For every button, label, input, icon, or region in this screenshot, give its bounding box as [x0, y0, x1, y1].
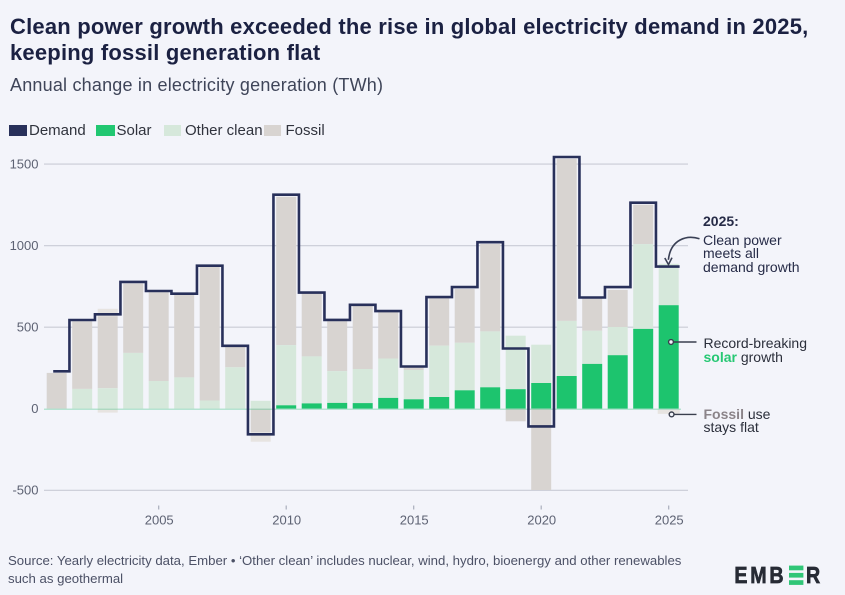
svg-text:0: 0 [31, 401, 38, 416]
svg-text:2015: 2015 [400, 513, 429, 528]
svg-text:2005: 2005 [145, 513, 174, 528]
svg-text:2010: 2010 [272, 513, 301, 528]
svg-text:2020: 2020 [527, 513, 556, 528]
svg-text:2025: 2025 [655, 513, 684, 528]
svg-text:R: R [806, 563, 821, 589]
svg-text:E: E [734, 563, 747, 589]
svg-text:500: 500 [17, 320, 39, 335]
svg-text:-500: -500 [12, 483, 38, 498]
svg-text:1000: 1000 [10, 238, 39, 253]
svg-text:B: B [769, 563, 783, 589]
svg-text:1500: 1500 [10, 157, 39, 172]
svg-text:M: M [750, 563, 766, 589]
